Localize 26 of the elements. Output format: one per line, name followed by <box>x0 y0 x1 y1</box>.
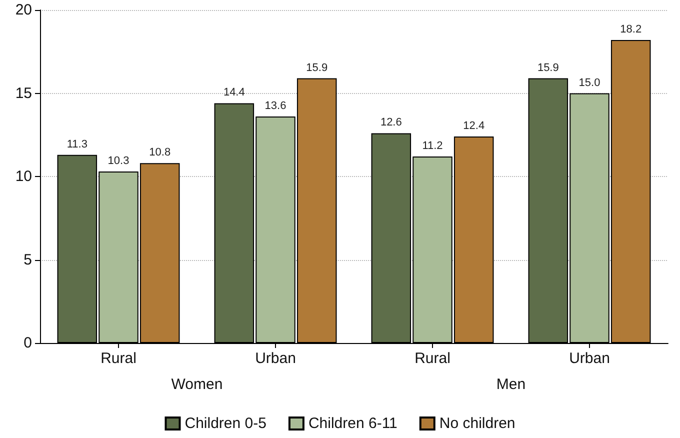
data-label: 10.3 <box>108 155 130 168</box>
y-tick-label: 10 <box>15 168 32 185</box>
data-label: 10.8 <box>149 146 171 159</box>
legend-label: Children 0-5 <box>184 415 266 432</box>
text: Women <box>171 376 223 393</box>
data-label: 15.0 <box>578 76 600 89</box>
data-label: 18.2 <box>620 23 642 36</box>
data-label: 15.9 <box>537 62 559 74</box>
data-label: 12.6 <box>380 116 402 129</box>
data-label: 12.4 <box>463 120 485 132</box>
y-tick-label: 5 <box>24 251 32 268</box>
y-tick-label: 15 <box>15 84 32 102</box>
x-tick-label: Rural <box>100 350 136 367</box>
legend-label: No children <box>439 415 516 432</box>
x-tick-label: Rural <box>414 350 450 367</box>
data-label: 11.3 <box>66 138 88 150</box>
y-tick-label: 0 <box>24 334 32 352</box>
y-tick-label: 20 <box>15 2 32 18</box>
data-label: 14.4 <box>223 86 245 99</box>
legend-label: Children 6-11 <box>308 415 398 432</box>
data-label: 15.9 <box>306 62 328 74</box>
data-label: 13.6 <box>264 100 286 112</box>
x-tick-label: Urban <box>569 350 610 367</box>
text: Men <box>496 376 526 393</box>
data-label: 11.2 <box>422 140 443 152</box>
x-tick-label: Urban <box>255 350 296 367</box>
